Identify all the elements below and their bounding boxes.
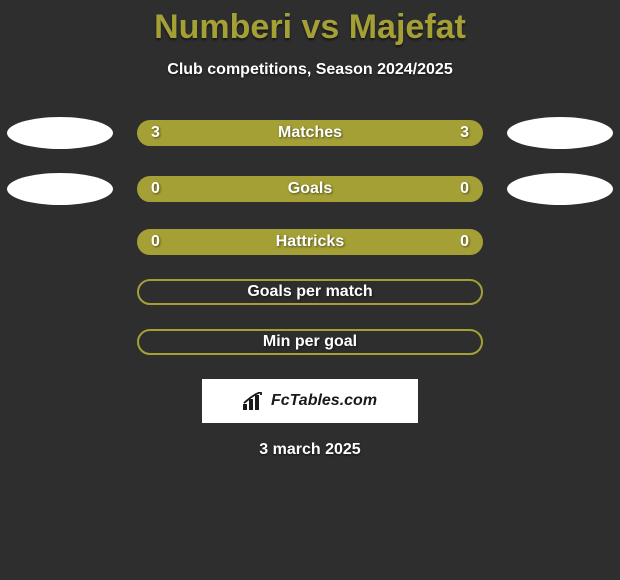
stat-row: Min per goal [0,329,620,355]
stat-bar: 3 Matches 3 [137,120,483,146]
footer-date: 3 march 2025 [0,441,620,459]
stat-bar: 0 Hattricks 0 [137,229,483,255]
brand-text: FcTables.com [271,392,377,410]
stat-label: Matches [278,124,342,142]
stat-label: Goals per match [247,283,372,301]
stat-value-left: 3 [151,124,160,142]
stat-value-left: 0 [151,233,160,251]
team-icon-right [507,117,613,149]
stat-value-left: 0 [151,180,160,198]
page-title: Numberi vs Majefat [0,0,620,47]
stat-label: Goals [288,180,332,198]
stat-value-right: 3 [460,124,469,142]
team-icon-left [7,117,113,149]
stat-row: Goals per match [0,279,620,305]
stat-row: 3 Matches 3 [0,117,620,149]
stat-bar: Goals per match [137,279,483,305]
stats-area: 3 Matches 3 0 Goals 0 0 Hattricks 0 Goals per mat… [0,117,620,355]
stat-bar: Min per goal [137,329,483,355]
chart-icon [243,392,265,410]
team-icon-left [7,173,113,205]
brand-box[interactable]: FcTables.com [202,379,418,423]
stat-value-right: 0 [460,233,469,251]
stat-row: 0 Goals 0 [0,173,620,205]
stat-label: Min per goal [263,333,357,351]
stat-row: 0 Hattricks 0 [0,229,620,255]
stat-label: Hattricks [276,233,344,251]
stat-value-right: 0 [460,180,469,198]
team-icon-right [507,173,613,205]
stat-bar: 0 Goals 0 [137,176,483,202]
subtitle: Club competitions, Season 2024/2025 [0,61,620,79]
